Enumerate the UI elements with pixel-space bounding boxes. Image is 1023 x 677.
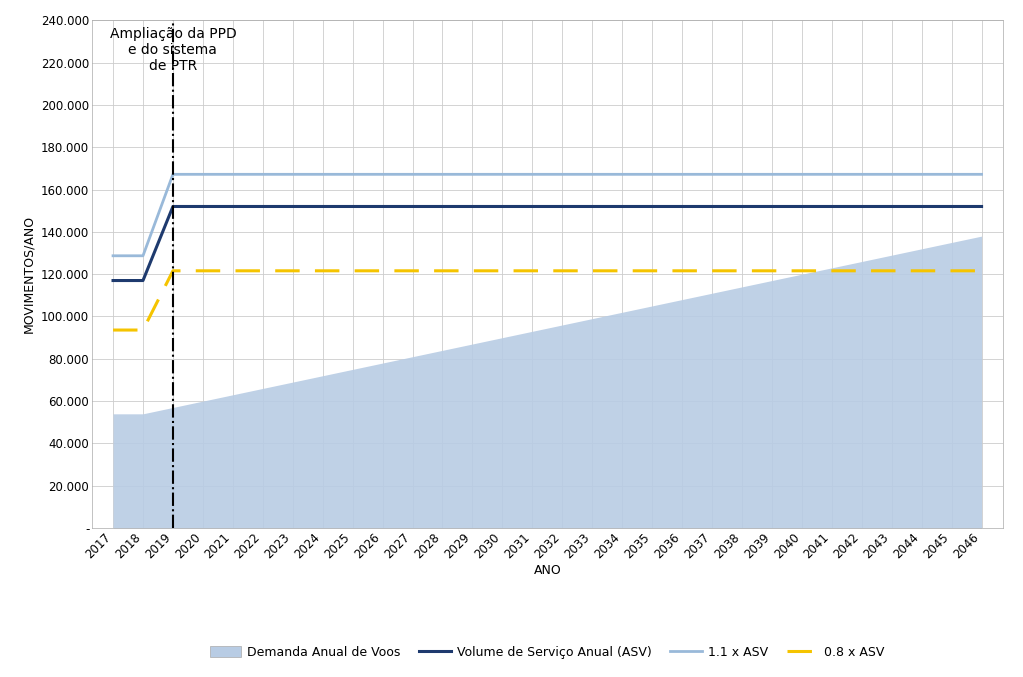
X-axis label: ANO: ANO <box>533 564 562 577</box>
Legend: Demanda Anual de Voos, Volume de Serviço Anual (ASV), 1.1 x ASV, 0.8 x ASV: Demanda Anual de Voos, Volume de Serviço… <box>205 641 890 664</box>
Text: Ampliação da PPD
e do sistema
de PTR: Ampliação da PPD e do sistema de PTR <box>109 26 236 73</box>
Y-axis label: MOVIMENTOS/ANO: MOVIMENTOS/ANO <box>23 215 36 333</box>
